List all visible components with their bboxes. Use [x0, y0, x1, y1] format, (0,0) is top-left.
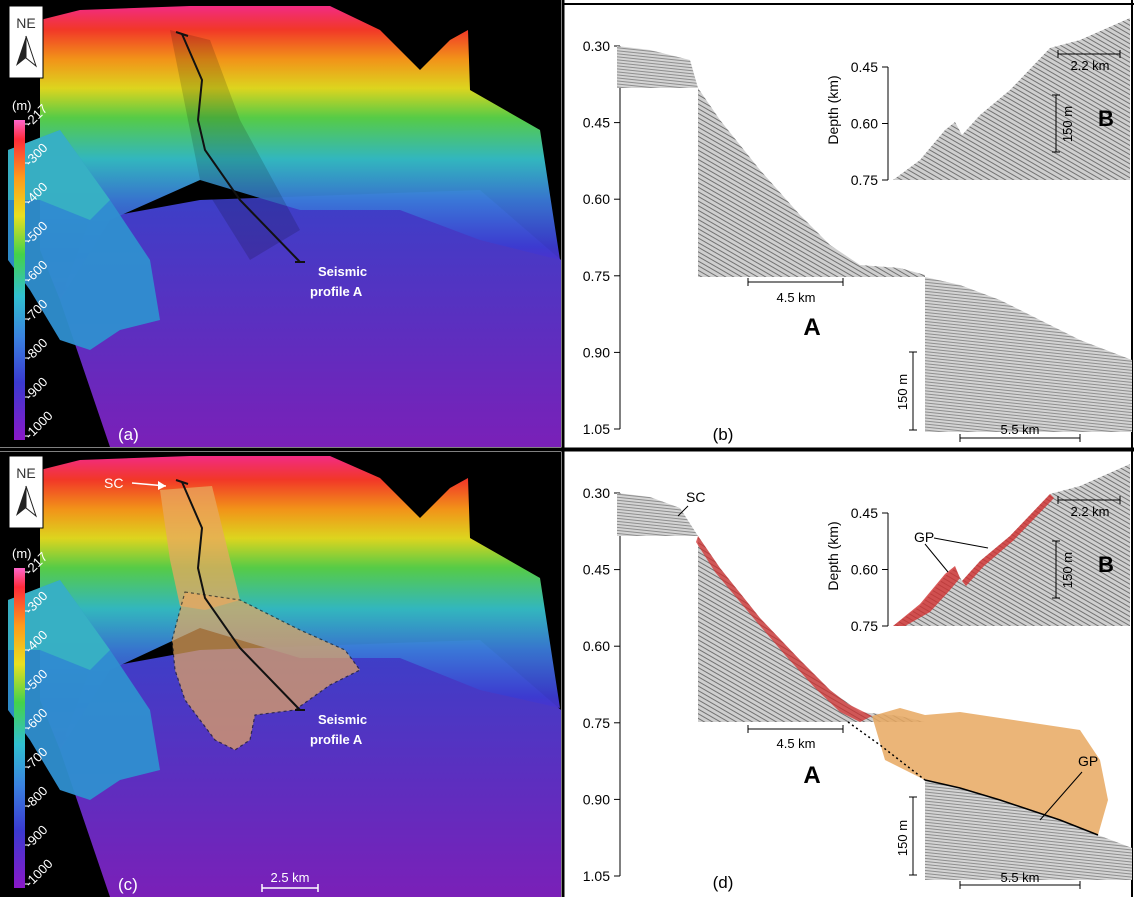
panel-label-a: (a) [118, 425, 139, 444]
scalebar-c: 2.5 km [261, 870, 319, 892]
depth-tick-label: 0.75 [583, 715, 610, 731]
depth-tick-label: 1.05 [583, 421, 610, 437]
compass-label: NE [16, 465, 35, 481]
scale-d-horizontal: 4.5 km [747, 725, 844, 751]
profile-line-c [181, 481, 301, 711]
scale-a-label: 4.5 km [776, 290, 815, 305]
panel-label-c: (c) [118, 875, 138, 894]
profile-label-line2: profile A [310, 732, 363, 747]
inset-axis-title: Depth (km) [825, 75, 841, 144]
panel-d-seismic: 0.300.450.600.750.901.05 SC GP A 4.5 km … [583, 464, 1132, 892]
panel-a-bathymetry: NE (m) -217-300-400-500-600-700-800-900-… [0, 0, 561, 447]
inset-d-scale-v-label: 150 m [1060, 552, 1075, 588]
vscale-a-label: 150 m [895, 374, 910, 410]
depth-tick-label: 0.45 [851, 59, 878, 75]
gp-deposit [872, 708, 1108, 835]
depth-tick-label: 0.45 [851, 505, 878, 521]
profile-label-line1: Seismic [318, 264, 367, 279]
panel-label-b: (b) [713, 425, 734, 444]
scale-a-horizontal: 4.5 km [747, 278, 844, 305]
colorbar-unit: (m) [12, 546, 32, 561]
inset-b: 0.45 0.60 0.75 Depth (km) B 2.2 km 150 m [825, 18, 1130, 188]
inset-label-d: B [1098, 552, 1114, 577]
depth-tick-label: 1.05 [583, 868, 610, 884]
scale-a2-horizontal: 5.5 km [959, 422, 1081, 442]
seismic-lower [925, 277, 1132, 432]
depth-tick-label: 0.60 [583, 191, 610, 207]
depth-tick-label: 0.45 [583, 115, 610, 131]
panel-b-seismic: 0.30 0.45 0.60 0.75 0.90 1.05 A 4.5 km 5.5 km… [583, 18, 1132, 444]
depth-tick-label: 0.90 [583, 791, 610, 807]
inset-d-scale-h: 2.2 km [1057, 496, 1121, 519]
inset-d: 0.45 0.60 0.75 Depth (km) B GP 2.2 km 150 … [825, 464, 1130, 634]
section-a-label-d: A [803, 762, 820, 789]
depth-tick-label: 0.75 [851, 172, 878, 188]
scalebar-label: 2.5 km [270, 870, 309, 885]
depth-tick-label: 0.60 [583, 638, 610, 654]
scale-a-vertical: 150 m [895, 351, 917, 431]
inset-scale-h: 2.2 km [1057, 50, 1121, 73]
deposit-overlay [171, 591, 361, 751]
colorbar-unit: (m) [12, 98, 32, 113]
seismic-slope [698, 88, 925, 277]
inset-scale-h-label: 2.2 km [1070, 58, 1109, 73]
depth-tick-label: 0.90 [583, 344, 610, 360]
inset-scale-v: 150 m [1052, 94, 1075, 153]
vscale-d-label: 150 m [895, 820, 910, 856]
north-arrow-icon: NE [8, 5, 44, 79]
inset-axis-title-d: Depth (km) [825, 521, 841, 590]
scale-a2-label: 5.5 km [1000, 422, 1039, 437]
profile-label-line1: Seismic [318, 712, 367, 727]
profile-label-line2: profile A [310, 284, 363, 299]
scale-d2-label: 5.5 km [1000, 870, 1039, 885]
panel-label-d: (d) [713, 873, 734, 892]
depth-tick-label: 0.30 [583, 485, 610, 501]
seismic-shelf [617, 46, 698, 88]
inset-gp-label: GP [914, 529, 934, 545]
sc-label-d: SC [686, 489, 705, 505]
depth-tick-label: 0.75 [583, 268, 610, 284]
scale-d2-horizontal: 5.5 km [959, 870, 1081, 889]
north-arrow-icon: NE [8, 455, 44, 529]
inset-scale-v-label: 150 m [1060, 106, 1075, 142]
scale-d-label: 4.5 km [776, 736, 815, 751]
inset-d-scale-v: 150 m [1052, 540, 1075, 599]
inset-label-b: B [1098, 106, 1114, 131]
section-a-label: A [803, 314, 820, 341]
compass-label: NE [16, 15, 35, 31]
gp-label-d: GP [1078, 753, 1098, 769]
profile-line-a [181, 33, 301, 263]
depth-tick-label: 0.75 [851, 618, 878, 634]
sc-label: SC [104, 475, 123, 491]
inset-d-scale-h-label: 2.2 km [1070, 504, 1109, 519]
depth-tick-label: 0.60 [851, 116, 878, 132]
depth-tick-label: 0.45 [583, 562, 610, 578]
depth-tick-label: 0.30 [583, 38, 610, 54]
panel-c-bathymetry: NE (m) -217-300-400-500-600-700-800-900-… [0, 452, 561, 897]
scale-d-vertical: 150 m [895, 796, 917, 876]
depth-tick-label: 0.60 [851, 562, 878, 578]
